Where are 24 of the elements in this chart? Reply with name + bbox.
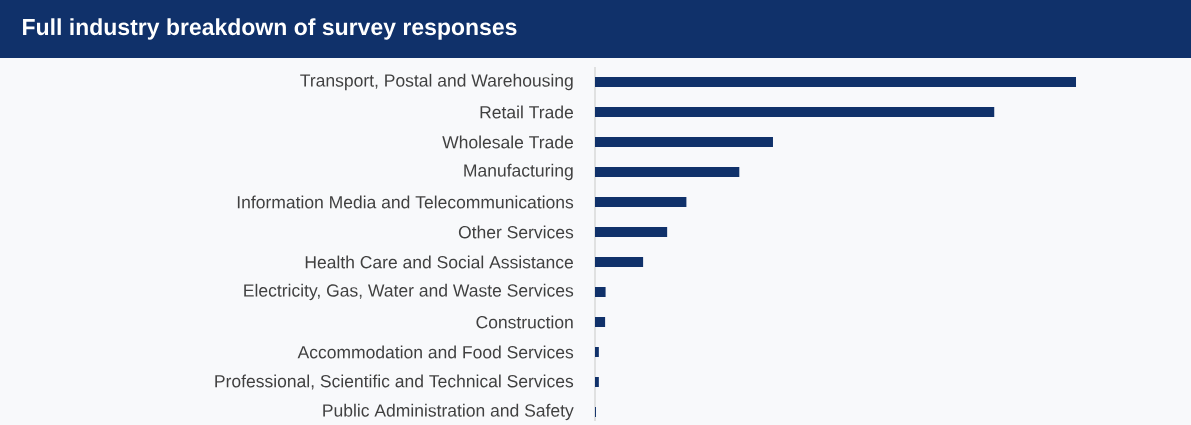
bar	[595, 377, 599, 387]
y-tick-label: Construction	[476, 315, 573, 329]
bar	[595, 77, 1077, 87]
y-tick-label: Health Care and Social Assistance	[305, 255, 573, 269]
text: Full industry breakdown of survey responses	[23, 18, 517, 40]
y-tick-label: Wholesale Trade	[442, 135, 574, 149]
y-tick-label: Transport, Postal and Warehousing	[300, 73, 573, 91]
bar	[595, 227, 668, 237]
y-tick-label: Other Services	[458, 225, 574, 239]
y-tick-label: Information Media and Telecommunications	[237, 195, 574, 209]
y-tick-label: Accommodation and Food Services	[297, 345, 574, 359]
bar	[595, 107, 995, 117]
bar	[595, 317, 606, 327]
bar	[595, 347, 599, 357]
bar	[595, 257, 644, 267]
y-tick-label: Public Administration and Safety	[323, 403, 574, 421]
bar	[595, 287, 606, 297]
y-tick-label: Electricity, Gas, Water and Waste Services	[244, 283, 574, 301]
y-tick-label: Retail Trade	[480, 105, 574, 119]
y-tick-label: Manufacturing	[464, 163, 573, 181]
bar	[595, 137, 773, 147]
y-tick-label: Professional, Scientific and Technical Services	[215, 374, 574, 390]
bar	[595, 197, 687, 207]
bar	[595, 167, 740, 177]
